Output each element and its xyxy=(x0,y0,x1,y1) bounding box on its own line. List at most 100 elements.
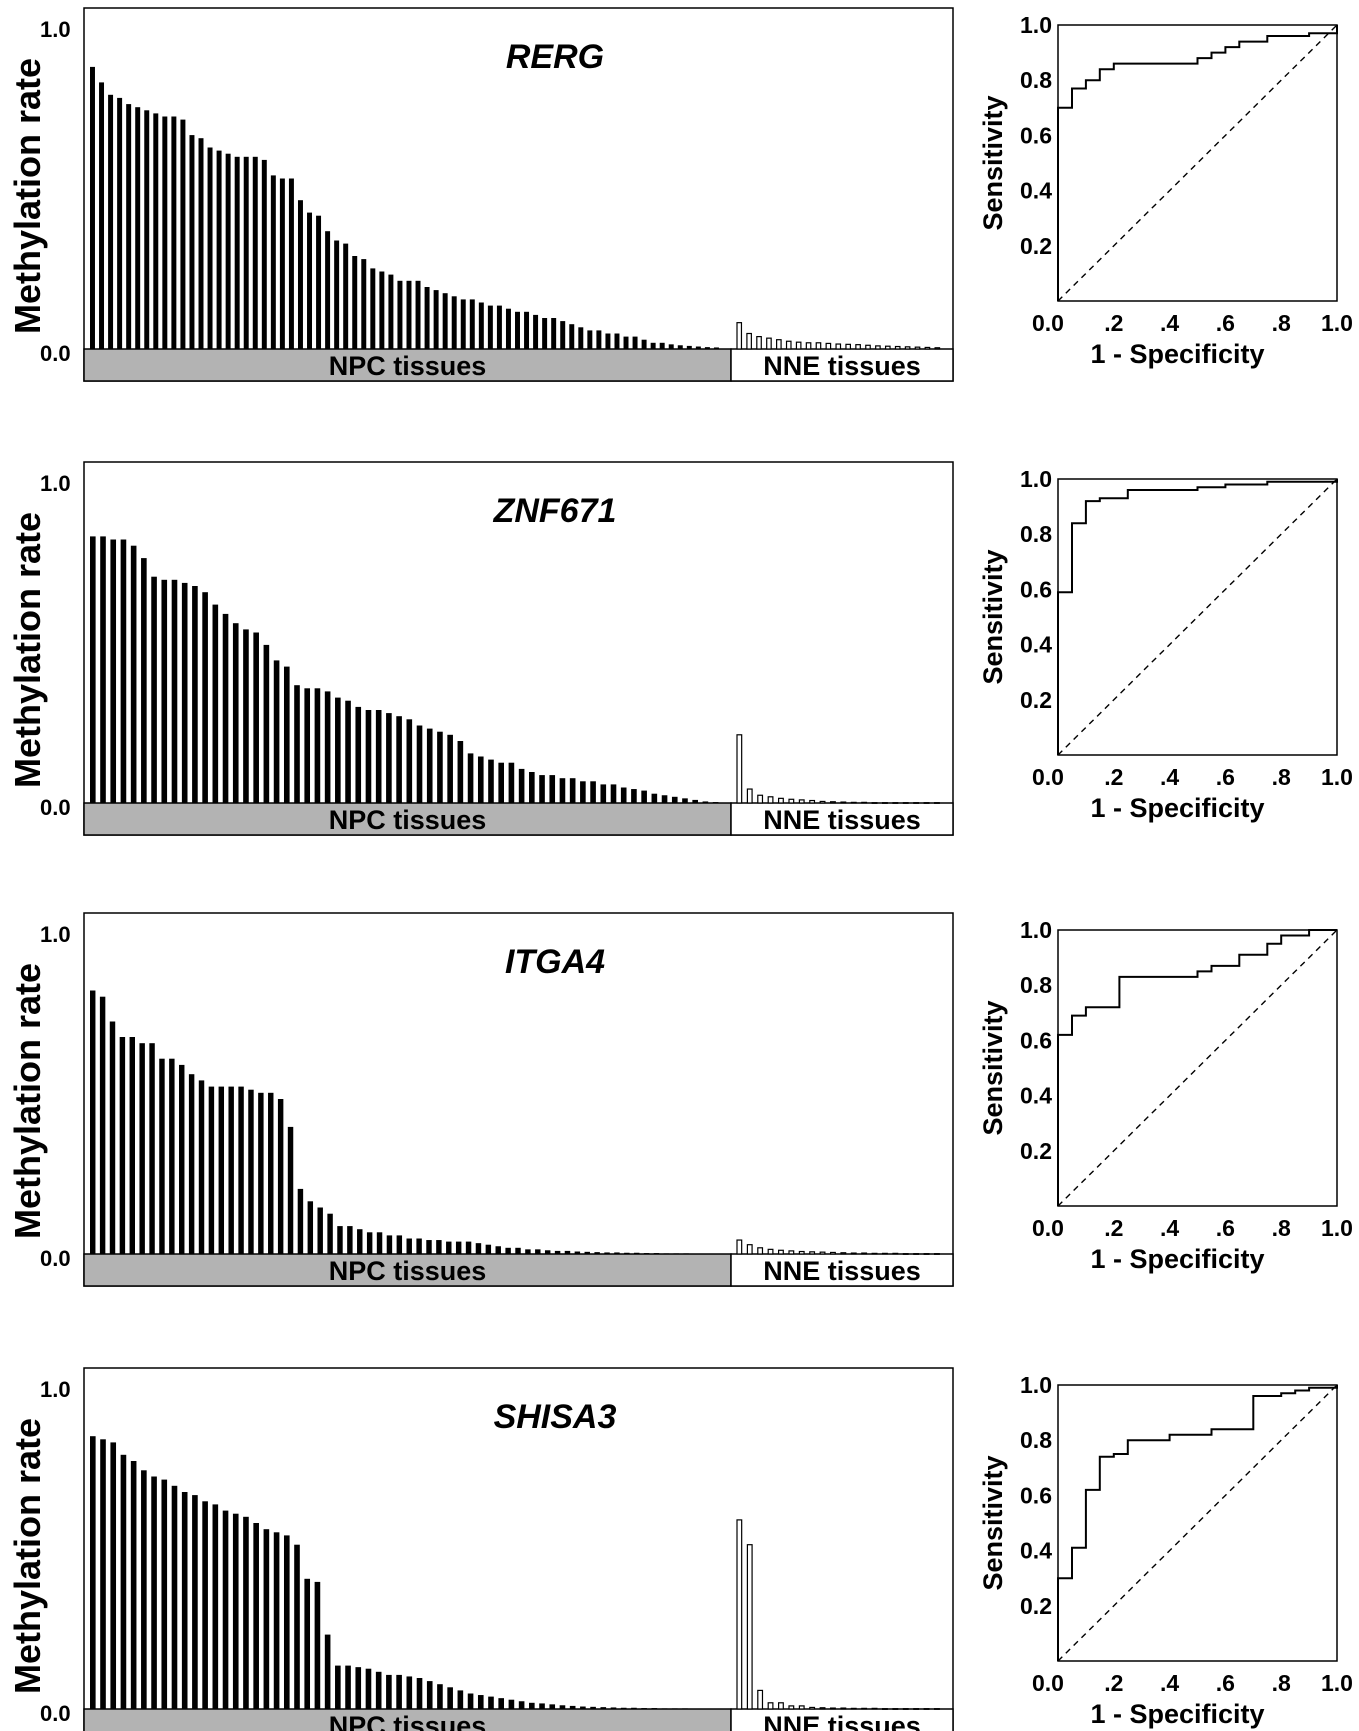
nne-bar xyxy=(840,801,847,804)
npc-bar xyxy=(228,1086,234,1254)
npc-bar xyxy=(415,280,421,349)
npc-bar xyxy=(324,1634,331,1709)
npc-bar xyxy=(587,330,593,349)
roc-reference-diagonal xyxy=(1057,1384,1338,1662)
nne-bar xyxy=(913,1253,920,1255)
nne-bar xyxy=(861,801,868,804)
npc-bar xyxy=(495,1246,501,1254)
npc-bar xyxy=(590,1706,596,1709)
npc-bar xyxy=(569,1705,576,1709)
npc-bar xyxy=(544,1250,551,1254)
npc-bar xyxy=(252,156,258,349)
roc-y-tick-label: 0.2 xyxy=(1020,1593,1052,1619)
npc-bar xyxy=(560,321,566,349)
npc-bar xyxy=(594,1252,600,1254)
npc-bar xyxy=(663,1253,670,1254)
npc-bar xyxy=(686,345,692,349)
npc-bar xyxy=(549,1704,556,1709)
npc-bar xyxy=(325,231,331,349)
roc-panel: 0.0 .2 .4 .6 .8 1.0 0.2 0.4 0.6 0.8 1.0 1 - Specifi… xyxy=(978,917,1353,1274)
roc-curve xyxy=(1057,479,1338,755)
gene-title: ITGA4 xyxy=(505,943,605,981)
npc-bar xyxy=(620,787,627,803)
npc-bar xyxy=(379,271,385,349)
npc-bar xyxy=(375,710,382,803)
npc-bar xyxy=(100,536,106,803)
roc-y-tick-label: 0.6 xyxy=(1020,576,1052,602)
npc-bar xyxy=(151,576,157,803)
roc-x-tick-label: .6 xyxy=(1216,1215,1235,1241)
npc-bar xyxy=(314,688,321,803)
npc-bar xyxy=(508,1699,515,1709)
npc-bar xyxy=(198,1080,205,1254)
npc-bar xyxy=(641,790,647,803)
nne-bar xyxy=(902,1708,909,1710)
npc-bar xyxy=(234,156,240,349)
roc-x-axis-label: 1 - Specificity xyxy=(1090,1244,1264,1274)
npc-bar xyxy=(460,299,466,349)
nne-bar xyxy=(884,345,891,350)
npc-bar xyxy=(610,1707,617,1709)
npc-bar xyxy=(447,1687,453,1709)
nne-bar xyxy=(805,342,812,350)
npc-bar xyxy=(294,1544,300,1709)
nne-bar xyxy=(829,1707,836,1710)
roc-x-tick-label: .8 xyxy=(1272,310,1291,336)
roc-y-tick-label: 0.4 xyxy=(1020,632,1052,658)
nne-bar xyxy=(756,336,762,350)
roc-panel: 0.0 .2 .4 .6 .8 1.0 0.2 0.4 0.6 0.8 1.0 1 - Specifi… xyxy=(978,466,1353,823)
y-axis-label: Methylation rate xyxy=(7,963,48,1239)
roc-y-axis-label: Sensitivity xyxy=(978,1455,1008,1590)
nne-bar xyxy=(777,1249,784,1255)
nne-bar xyxy=(845,343,852,350)
nne-bar xyxy=(933,1253,940,1255)
roc-y-tick-label: 0.4 xyxy=(1020,178,1052,204)
npc-bar xyxy=(455,1241,462,1254)
npc-bar xyxy=(99,82,105,350)
npc-bar xyxy=(524,311,530,349)
panel-rerg: NPC tissues NNE tissues 1.0 0.0 Methylation … xyxy=(7,7,1353,382)
npc-bar xyxy=(110,1442,117,1709)
npc-bar xyxy=(216,150,222,349)
npc-group-label: NPC tissues xyxy=(329,1256,487,1286)
npc-bar xyxy=(653,1253,660,1254)
nne-bar xyxy=(881,1252,888,1255)
gene-title: SHISA3 xyxy=(494,1398,617,1436)
npc-bar xyxy=(110,539,117,803)
roc-frame xyxy=(1057,1384,1338,1662)
nne-bar xyxy=(855,344,861,350)
npc-bar xyxy=(161,579,168,803)
npc-bar xyxy=(533,314,539,349)
npc-bar xyxy=(446,1241,452,1254)
gene-title: RERG xyxy=(506,38,604,76)
npc-bar xyxy=(677,345,683,349)
nne-bar xyxy=(798,1705,805,1710)
npc-bar xyxy=(396,716,402,803)
npc-bar xyxy=(424,287,430,349)
nne-bar xyxy=(777,797,784,804)
npc-bar xyxy=(347,1226,353,1254)
roc-x-tick-label: .6 xyxy=(1216,310,1235,336)
npc-bar xyxy=(702,1708,709,1710)
npc-bar xyxy=(345,700,351,803)
npc-bar xyxy=(406,280,412,349)
roc-x-tick-label: 1.0 xyxy=(1321,310,1353,336)
npc-bar xyxy=(120,539,127,803)
npc-bar xyxy=(248,1089,254,1254)
npc-bar xyxy=(457,741,464,803)
npc-bar xyxy=(488,1696,494,1709)
nne-group-label: NNE tissues xyxy=(763,1256,921,1286)
roc-reference-diagonal xyxy=(1057,478,1338,756)
npc-bar xyxy=(324,691,331,803)
nne-bar xyxy=(815,342,822,350)
npc-bar xyxy=(477,756,484,803)
nne-bar xyxy=(819,1707,826,1710)
npc-bar xyxy=(355,1667,362,1709)
npc-bar xyxy=(437,1684,443,1709)
npc-group-label: NPC tissues xyxy=(329,805,487,835)
nne-bar xyxy=(736,1519,743,1710)
npc-bar xyxy=(661,795,668,803)
npc-bar xyxy=(180,119,186,349)
roc-x-tick-label: 1.0 xyxy=(1321,1670,1353,1696)
